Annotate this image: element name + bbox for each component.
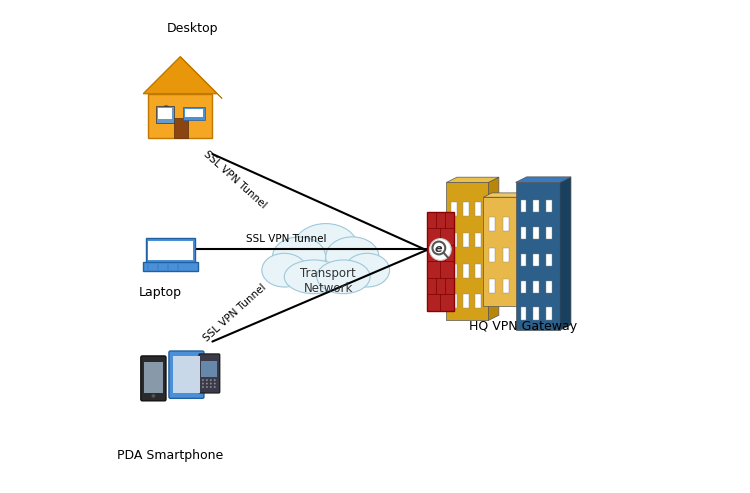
Polygon shape: [515, 182, 560, 330]
Ellipse shape: [284, 260, 344, 294]
Circle shape: [210, 386, 212, 388]
Polygon shape: [464, 294, 469, 308]
Polygon shape: [452, 294, 457, 308]
Polygon shape: [489, 248, 495, 262]
Polygon shape: [533, 227, 539, 239]
Polygon shape: [520, 281, 526, 293]
Polygon shape: [503, 248, 509, 262]
FancyBboxPatch shape: [427, 212, 454, 311]
Ellipse shape: [262, 253, 307, 287]
Polygon shape: [464, 264, 469, 278]
Text: SSL VPN Tunnel: SSL VPN Tunnel: [246, 234, 326, 244]
Circle shape: [206, 386, 208, 388]
Polygon shape: [143, 57, 218, 94]
FancyBboxPatch shape: [141, 356, 166, 401]
Polygon shape: [484, 193, 526, 197]
FancyBboxPatch shape: [169, 351, 204, 398]
FancyBboxPatch shape: [202, 360, 217, 377]
Polygon shape: [515, 177, 571, 182]
Circle shape: [206, 379, 208, 381]
Text: Transport
Network: Transport Network: [300, 267, 356, 295]
Circle shape: [214, 383, 216, 385]
Polygon shape: [489, 280, 495, 293]
Polygon shape: [503, 217, 509, 231]
Polygon shape: [476, 264, 481, 278]
Circle shape: [214, 386, 216, 388]
Polygon shape: [533, 200, 539, 212]
Circle shape: [162, 106, 170, 113]
Circle shape: [202, 379, 204, 381]
Text: e: e: [434, 244, 442, 254]
Polygon shape: [520, 308, 526, 319]
Polygon shape: [533, 308, 539, 319]
Polygon shape: [452, 264, 457, 278]
FancyBboxPatch shape: [199, 354, 220, 393]
Polygon shape: [533, 254, 539, 266]
Polygon shape: [546, 200, 552, 212]
Polygon shape: [476, 294, 481, 308]
Polygon shape: [484, 197, 518, 306]
Polygon shape: [489, 217, 495, 231]
Text: SSL VPN Tunnel: SSL VPN Tunnel: [201, 149, 268, 211]
Polygon shape: [503, 280, 509, 293]
Circle shape: [202, 386, 204, 388]
Polygon shape: [452, 233, 457, 247]
Polygon shape: [148, 94, 212, 138]
Text: Laptop: Laptop: [139, 286, 182, 299]
FancyBboxPatch shape: [143, 262, 197, 271]
Polygon shape: [546, 227, 552, 239]
Circle shape: [202, 383, 204, 385]
FancyBboxPatch shape: [156, 106, 174, 123]
Ellipse shape: [272, 237, 326, 277]
FancyBboxPatch shape: [184, 109, 202, 117]
Text: Desktop: Desktop: [166, 22, 218, 35]
Polygon shape: [476, 233, 481, 247]
Polygon shape: [533, 281, 539, 293]
Polygon shape: [546, 281, 552, 293]
Ellipse shape: [345, 253, 389, 287]
Polygon shape: [518, 193, 526, 306]
Polygon shape: [476, 202, 481, 216]
Polygon shape: [546, 308, 552, 319]
Ellipse shape: [326, 237, 379, 277]
FancyBboxPatch shape: [144, 362, 163, 393]
Text: PDA Smartphone: PDA Smartphone: [117, 449, 224, 461]
FancyBboxPatch shape: [146, 238, 195, 263]
Polygon shape: [452, 202, 457, 216]
Polygon shape: [464, 202, 469, 216]
Ellipse shape: [293, 224, 358, 273]
Circle shape: [210, 383, 212, 385]
Ellipse shape: [316, 260, 370, 294]
Polygon shape: [446, 182, 488, 320]
Circle shape: [152, 394, 155, 398]
FancyBboxPatch shape: [174, 118, 188, 138]
Circle shape: [214, 379, 216, 381]
Polygon shape: [446, 177, 499, 182]
FancyBboxPatch shape: [172, 356, 200, 393]
Polygon shape: [546, 254, 552, 266]
FancyBboxPatch shape: [184, 107, 205, 120]
Polygon shape: [464, 233, 469, 247]
Circle shape: [210, 379, 212, 381]
FancyBboxPatch shape: [158, 108, 172, 119]
Polygon shape: [560, 177, 571, 330]
Polygon shape: [520, 227, 526, 239]
Circle shape: [430, 239, 451, 260]
Polygon shape: [488, 177, 499, 320]
Text: SSL VPN Tunnel: SSL VPN Tunnel: [201, 282, 268, 344]
Polygon shape: [520, 200, 526, 212]
Polygon shape: [520, 254, 526, 266]
Circle shape: [206, 383, 208, 385]
FancyBboxPatch shape: [148, 241, 193, 260]
Text: HQ VPN Gateway: HQ VPN Gateway: [469, 320, 577, 333]
Polygon shape: [180, 57, 222, 99]
